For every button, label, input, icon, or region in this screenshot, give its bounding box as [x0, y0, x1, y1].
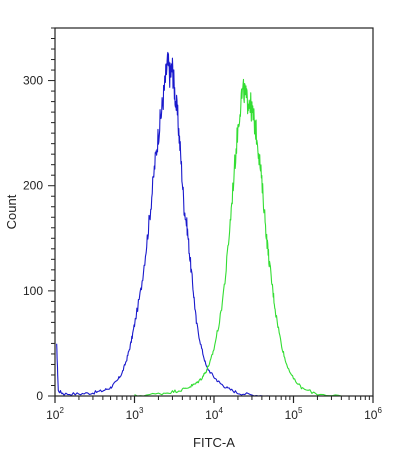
x-tick-label: 102: [46, 406, 64, 422]
ticks-layer: 102 103 104 105 106 0 100 200 300: [23, 27, 382, 422]
plot-frame: [54, 27, 374, 397]
y-tick-label: 300: [23, 74, 43, 88]
y-tick-label: 0: [36, 389, 43, 403]
series-line-blue: [56, 51, 270, 397]
y-tick-label: 200: [23, 179, 43, 193]
y-axis-label: Count: [4, 194, 19, 229]
y-tick-label: 100: [23, 284, 43, 298]
x-tick-label: 105: [285, 406, 303, 422]
x-axis-label: FITC-A: [193, 435, 235, 450]
series-layer: [56, 51, 342, 397]
x-tick-label: 106: [364, 406, 382, 422]
series-line-green: [134, 78, 342, 397]
x-tick-label: 104: [205, 406, 223, 422]
x-tick-label: 103: [126, 406, 144, 422]
